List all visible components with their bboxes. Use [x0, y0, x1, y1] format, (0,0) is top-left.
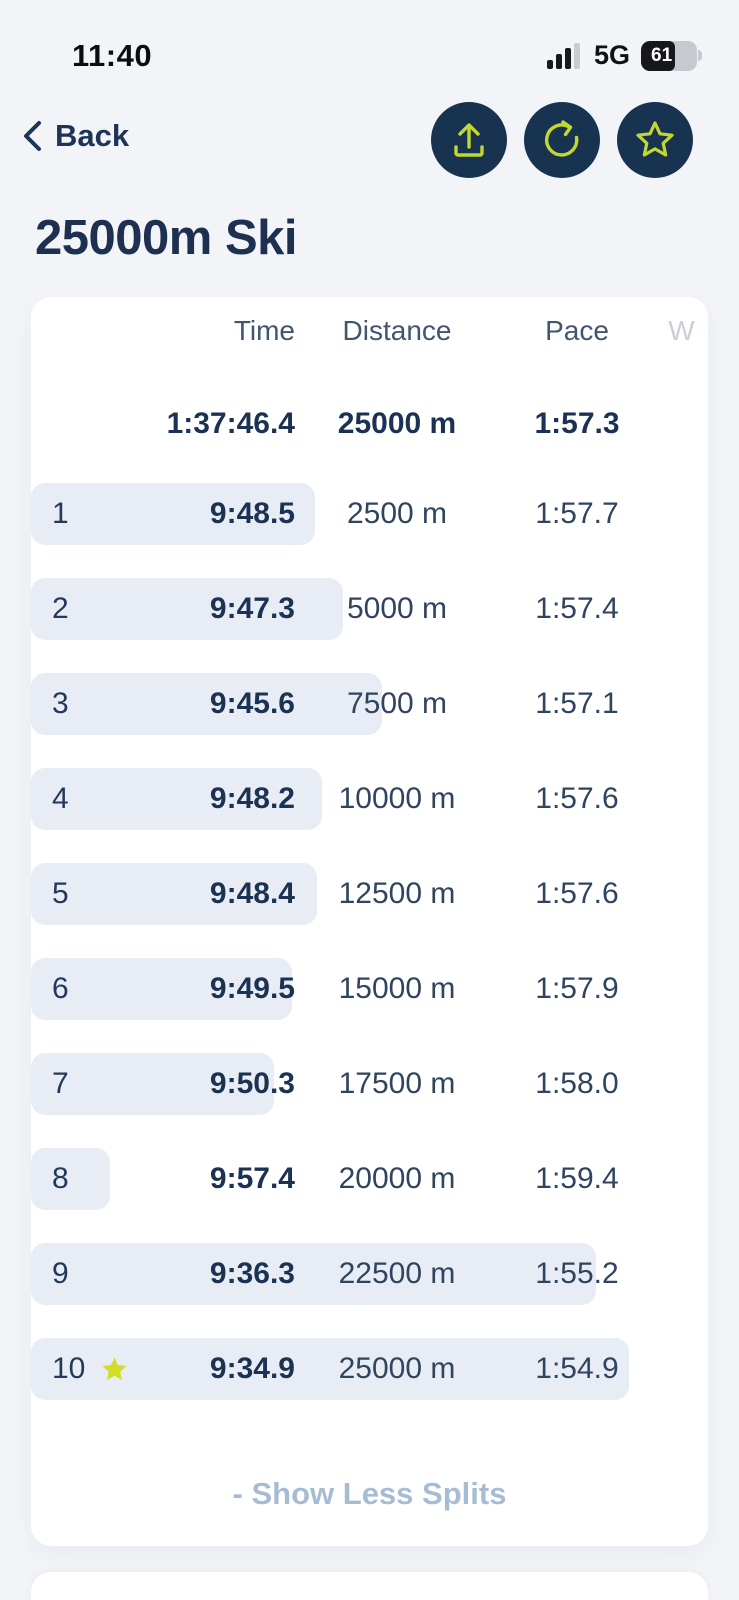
share-button[interactable] [431, 102, 507, 178]
split-time: 9:47.3 [209, 592, 295, 625]
watts-column-header: W [668, 315, 695, 346]
table-row[interactable]: 1 9:48.5 2500 m 1:57.7 [31, 483, 708, 545]
split-time-bar [31, 1338, 629, 1400]
split-time-bar [31, 958, 293, 1020]
split-time: 9:45.6 [209, 687, 295, 720]
signal-strength-icon [546, 42, 580, 69]
split-distance: 15000 m [338, 972, 456, 1005]
split-pace: 1:59.4 [535, 1162, 619, 1195]
back-label: Back [55, 118, 130, 153]
split-distance: 22500 m [338, 1257, 456, 1290]
split-number: 2 [52, 592, 69, 625]
split-number: 8 [52, 1162, 69, 1195]
split-distance: 2500 m [346, 497, 448, 530]
battery-percent: 61 [651, 44, 673, 66]
split-pace: 1:57.6 [535, 877, 619, 910]
split-distance: 12500 m [338, 877, 456, 910]
split-time-bar [31, 578, 344, 640]
split-distance: 7500 m [346, 687, 448, 720]
share-upload-icon [454, 123, 484, 157]
split-time-bar [31, 483, 316, 545]
page-title: 25000m Ski [35, 211, 298, 265]
summary-average-pace: 1:57.3 [534, 407, 620, 440]
next-section-card [31, 1572, 708, 1600]
split-time-bar [31, 768, 323, 830]
battery-cap [698, 50, 702, 61]
table-row[interactable]: 8 9:57.4 20000 m 1:59.4 [31, 1148, 708, 1210]
split-pace: 1:55.2 [535, 1257, 619, 1290]
split-distance: 20000 m [338, 1162, 456, 1195]
splits-table-header: Time Distance Pace W [31, 315, 708, 346]
split-time: 9:48.5 [209, 497, 295, 530]
split-time: 9:49.5 [209, 972, 295, 1005]
table-row[interactable]: 9 9:36.3 22500 m 1:55.2 [31, 1243, 708, 1305]
split-pace: 1:57.1 [535, 687, 619, 720]
split-number: 1 [52, 497, 69, 530]
split-time: 9:34.9 [209, 1352, 295, 1385]
split-distance: 10000 m [338, 782, 456, 815]
split-time: 9:48.4 [209, 877, 295, 910]
split-time-bar [31, 1243, 597, 1305]
header-action-buttons [431, 102, 693, 178]
split-time: 9:50.3 [209, 1067, 295, 1100]
split-pace: 1:57.4 [535, 592, 619, 625]
pace-column-header: Pace [545, 315, 609, 346]
split-number: 7 [52, 1067, 69, 1100]
show-less-splits-button[interactable]: - Show Less Splits [232, 1476, 507, 1511]
split-time: 9:48.2 [209, 782, 295, 815]
split-number: 6 [52, 972, 69, 1005]
status-time: 11:40 [72, 38, 153, 73]
back-button[interactable]: Back [22, 118, 129, 154]
split-number: 9 [52, 1257, 69, 1290]
split-pace: 1:57.9 [535, 972, 619, 1005]
split-time: 9:57.4 [209, 1162, 295, 1195]
split-distance: 5000 m [346, 592, 448, 625]
split-distance: 25000 m [338, 1352, 456, 1385]
split-time-bar [31, 673, 383, 735]
favorite-button[interactable] [617, 102, 693, 178]
split-pace: 1:57.6 [535, 782, 619, 815]
table-row[interactable]: 5 9:48.4 12500 m 1:57.6 [31, 863, 708, 925]
split-time-bar [31, 1148, 111, 1210]
star-outline-icon [636, 121, 674, 157]
splits-list: 1 9:48.5 2500 m 1:57.7 2 9:47.3 5000 m 1… [31, 483, 708, 1400]
summary-total-distance: 25000 m [337, 407, 457, 440]
split-number: 5 [52, 877, 69, 910]
table-row[interactable]: 10 9:34.9 25000 m 1:54.9 [31, 1338, 708, 1400]
refresh-button[interactable] [524, 102, 600, 178]
table-row[interactable]: 7 9:50.3 17500 m 1:58.0 [31, 1053, 708, 1115]
summary-total-time: 1:37:46.4 [166, 407, 295, 440]
split-distance: 17500 m [338, 1067, 456, 1100]
distance-column-header: Distance [342, 315, 452, 346]
split-number: 10 [52, 1352, 86, 1385]
split-number: 4 [52, 782, 69, 815]
chevron-left-icon [24, 121, 41, 151]
split-number: 3 [52, 687, 69, 720]
split-pace: 1:54.9 [535, 1352, 619, 1385]
split-time-bar [31, 1053, 275, 1115]
split-pace: 1:58.0 [535, 1067, 619, 1100]
battery-icon: 61 [641, 40, 703, 71]
split-pace: 1:57.7 [535, 497, 619, 530]
time-column-header: Time [233, 315, 295, 346]
split-time-bar [31, 863, 318, 925]
table-row[interactable]: 2 9:47.3 5000 m 1:57.4 [31, 578, 708, 640]
table-row[interactable]: 6 9:49.5 15000 m 1:57.9 [31, 958, 708, 1020]
splits-card: Time Distance Pace W 1:37:46.4 25000 m 1… [31, 297, 708, 1546]
workout-summary-row: 1:37:46.4 25000 m 1:57.3 [31, 393, 708, 455]
split-time: 9:36.3 [209, 1257, 295, 1290]
table-row[interactable]: 4 9:48.2 10000 m 1:57.6 [31, 768, 708, 830]
refresh-icon [545, 120, 579, 157]
network-label: 5G [593, 40, 630, 70]
status-indicators: 5G 61 [546, 40, 703, 71]
table-row[interactable]: 3 9:45.6 7500 m 1:57.1 [31, 673, 708, 735]
split-star-icon [102, 1356, 127, 1380]
